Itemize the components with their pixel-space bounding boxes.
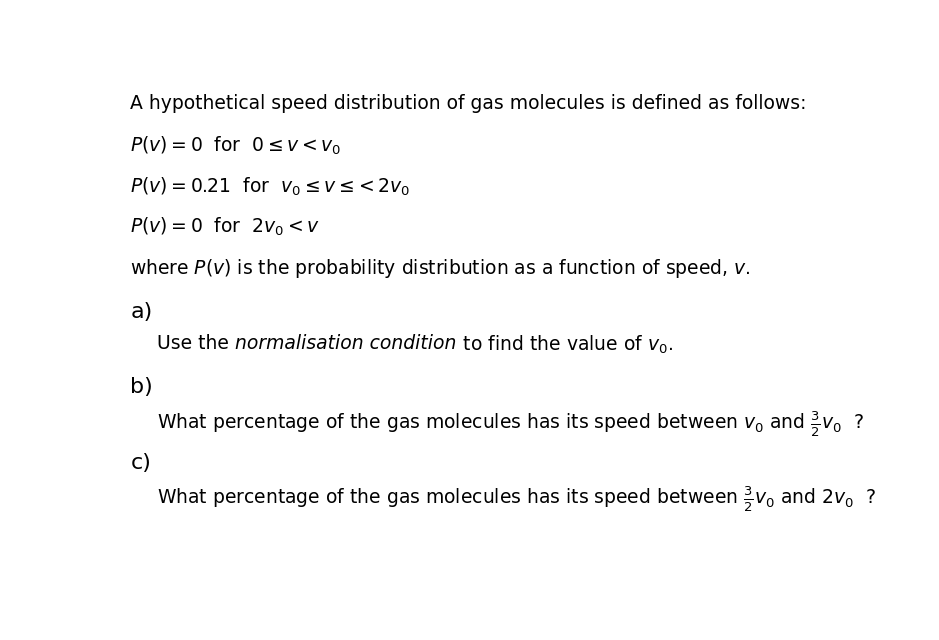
Text: What percentage of the gas molecules has its speed between $\frac{3}{2}v_0$ and : What percentage of the gas molecules has…: [158, 484, 876, 514]
Text: Use the: Use the: [158, 334, 236, 353]
Text: $P(v) = 0$  for  $0 \leq v < v_0$: $P(v) = 0$ for $0 \leq v < v_0$: [131, 135, 342, 157]
Text: where $P(v)$ is the probability distribution as a function of speed, $v$.: where $P(v)$ is the probability distribu…: [131, 257, 751, 280]
Text: $P(v) = 0$  for  $2v_0 < v$: $P(v) = 0$ for $2v_0 < v$: [131, 216, 320, 238]
Text: normalisation condition: normalisation condition: [236, 334, 456, 353]
Text: a): a): [131, 302, 153, 322]
Text: $P(v) = 0.21$  for  $v_0 \leq v \leq\!< 2v_0$: $P(v) = 0.21$ for $v_0 \leq v \leq\!< 2v…: [131, 175, 410, 198]
Text: b): b): [131, 378, 153, 397]
Text: What percentage of the gas molecules has its speed between $v_0$ and $\frac{3}{2: What percentage of the gas molecules has…: [158, 410, 865, 439]
Text: c): c): [131, 453, 151, 473]
Text: to find the value of $v_0$.: to find the value of $v_0$.: [456, 334, 672, 356]
Text: A hypothetical speed distribution of gas molecules is defined as follows:: A hypothetical speed distribution of gas…: [131, 94, 807, 113]
